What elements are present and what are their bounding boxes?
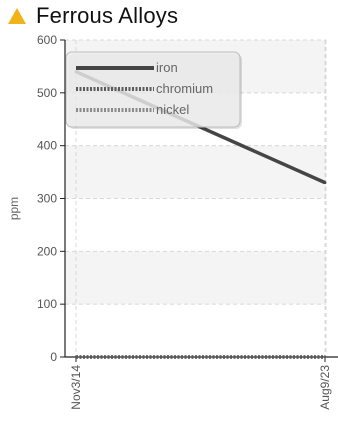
- y-tick-label: 400: [37, 139, 57, 153]
- legend-label-iron: iron: [156, 60, 178, 75]
- plot-band: [65, 251, 326, 305]
- y-axis-title: ppm: [7, 197, 21, 220]
- legend-label-nickel: nickel: [156, 102, 189, 117]
- warning-triangle-icon: [8, 8, 26, 24]
- data-point-iron: [323, 181, 327, 185]
- y-tick-label: 200: [37, 244, 57, 258]
- x-tick-label: Nov3/14: [69, 365, 83, 410]
- data-point-chromium: [323, 355, 327, 359]
- plot-band: [65, 198, 326, 252]
- legend: iron chromium nickel: [65, 51, 242, 129]
- data-point-chromium: [74, 355, 78, 359]
- x-axis-ticks: Nov3/14 Aug9/23: [69, 357, 332, 410]
- plot-band: [65, 145, 326, 199]
- chart-header: Ferrous Alloys: [4, 0, 178, 32]
- y-tick-label: 100: [37, 297, 57, 311]
- x-tick-label: Aug9/23: [318, 365, 332, 410]
- y-tick-label: 0: [50, 350, 57, 364]
- y-tick-label: 300: [37, 192, 57, 206]
- y-tick-label: 500: [37, 86, 57, 100]
- legend-label-chromium: chromium: [156, 81, 213, 96]
- y-tick-label: 600: [37, 33, 57, 47]
- y-axis-ticks: 0 100 200 300 400 500 600: [37, 33, 65, 364]
- plot-band: [65, 304, 326, 357]
- chart-title: Ferrous Alloys: [36, 3, 179, 28]
